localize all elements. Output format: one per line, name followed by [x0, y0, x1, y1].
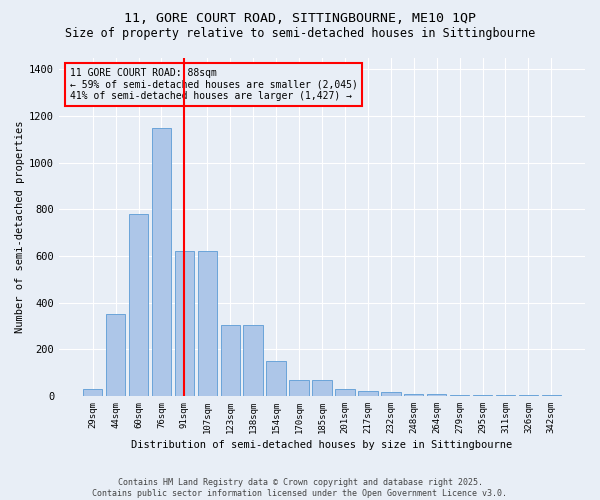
- Bar: [335, 390, 355, 396]
- Bar: [473, 395, 492, 396]
- Bar: [381, 392, 401, 396]
- Bar: [404, 394, 424, 396]
- Bar: [266, 361, 286, 396]
- Bar: [312, 380, 332, 396]
- Bar: [450, 395, 469, 396]
- Text: 11 GORE COURT ROAD: 88sqm
← 59% of semi-detached houses are smaller (2,045)
41% : 11 GORE COURT ROAD: 88sqm ← 59% of semi-…: [70, 68, 358, 101]
- Bar: [129, 214, 148, 396]
- X-axis label: Distribution of semi-detached houses by size in Sittingbourne: Distribution of semi-detached houses by …: [131, 440, 512, 450]
- Bar: [83, 390, 103, 396]
- Text: Size of property relative to semi-detached houses in Sittingbourne: Size of property relative to semi-detach…: [65, 28, 535, 40]
- Bar: [518, 395, 538, 396]
- Bar: [221, 325, 240, 396]
- Bar: [289, 380, 309, 396]
- Bar: [175, 251, 194, 396]
- Bar: [197, 251, 217, 396]
- Bar: [152, 128, 171, 396]
- Y-axis label: Number of semi-detached properties: Number of semi-detached properties: [15, 120, 25, 333]
- Bar: [542, 395, 561, 396]
- Text: 11, GORE COURT ROAD, SITTINGBOURNE, ME10 1QP: 11, GORE COURT ROAD, SITTINGBOURNE, ME10…: [124, 12, 476, 26]
- Bar: [358, 392, 377, 396]
- Bar: [496, 395, 515, 396]
- Bar: [244, 325, 263, 396]
- Text: Contains HM Land Registry data © Crown copyright and database right 2025.
Contai: Contains HM Land Registry data © Crown c…: [92, 478, 508, 498]
- Bar: [106, 314, 125, 396]
- Bar: [427, 394, 446, 396]
